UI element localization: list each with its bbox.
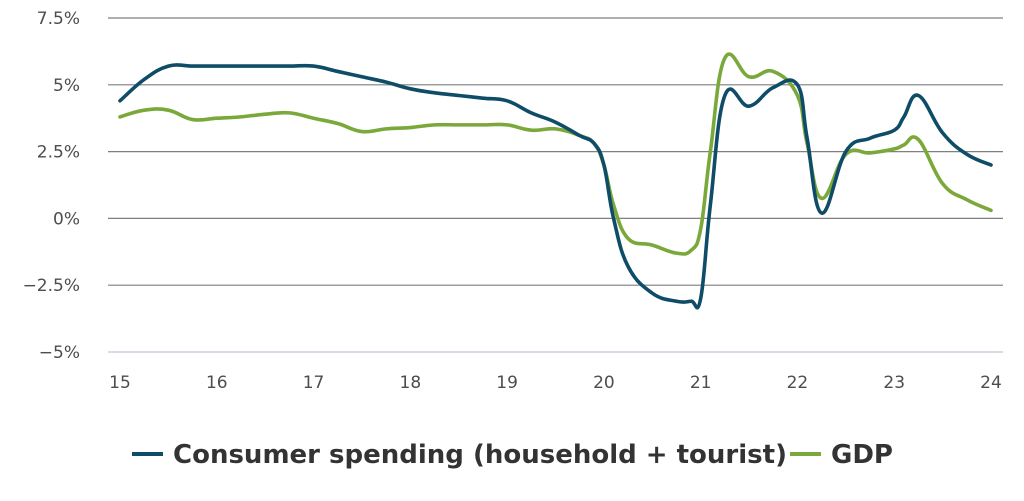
x-tick-label: 21 <box>690 373 712 393</box>
grid-lines <box>108 17 1003 353</box>
y-tick-label: 0% <box>53 209 80 229</box>
series-lines <box>118 52 993 310</box>
x-tick-label: 16 <box>206 373 228 393</box>
y-tick-label: 2.5% <box>37 143 80 163</box>
y-tick-label: 5% <box>53 76 80 96</box>
x-tick-label: 18 <box>400 373 422 393</box>
legend-label-consumer-spending: Consumer spending (household + tourist) <box>173 440 787 470</box>
y-tick-label: −5% <box>39 343 80 363</box>
x-tick-label: 17 <box>303 373 325 393</box>
y-axis-tick-labels: 7.5% 5% 2.5% 0% −2.5% −5% <box>23 9 80 363</box>
x-tick-label: 19 <box>496 373 518 393</box>
y-tick-label: 7.5% <box>37 9 80 29</box>
x-tick-label: 20 <box>593 373 615 393</box>
x-tick-label: 15 <box>109 373 131 393</box>
legend-label-gdp: GDP <box>831 440 893 470</box>
x-tick-label: 23 <box>883 373 905 393</box>
series-line-consumer-spending <box>118 63 993 310</box>
y-tick-label: −2.5% <box>23 276 80 296</box>
x-axis-tick-labels: 15 16 17 18 19 20 21 22 23 24 <box>109 373 1002 393</box>
legend: Consumer spending (household + tourist) … <box>132 440 893 470</box>
x-tick-label: 24 <box>980 373 1002 393</box>
x-tick-label: 22 <box>787 373 809 393</box>
series-line-gdp <box>118 52 993 256</box>
